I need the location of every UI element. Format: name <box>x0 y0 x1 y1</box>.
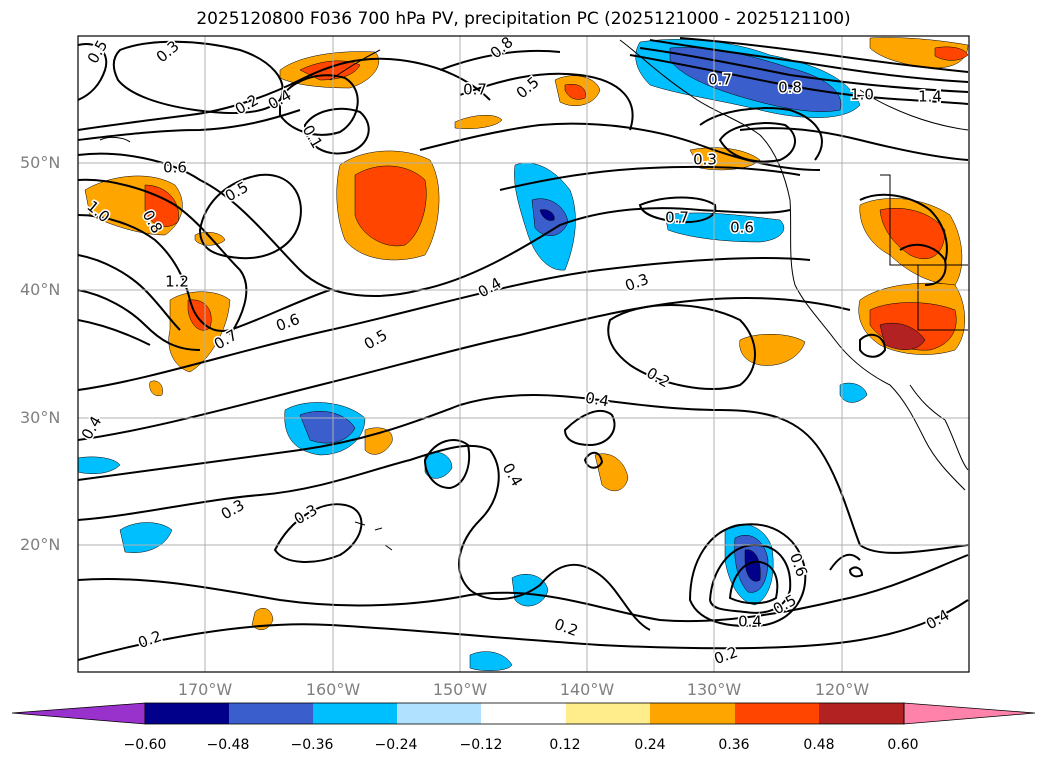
colorbar-tick: 0.48 <box>803 737 835 753</box>
lat-label-30n: 30°N <box>20 408 61 427</box>
colorbar-tick: 0.60 <box>887 737 919 753</box>
colorbar-segment <box>229 703 313 724</box>
gridlines <box>78 36 969 672</box>
contour-label: 1.0 <box>850 86 874 104</box>
precip-positive <box>84 37 969 630</box>
contour-label: 0.7 <box>463 81 487 99</box>
contour-label: 0.4 <box>584 389 611 411</box>
colorbar-segment <box>313 703 397 724</box>
colorbar-tick: 0.12 <box>549 737 581 753</box>
colorbar-tick: 0.24 <box>634 737 666 753</box>
lon-label-170w: 170°W <box>177 680 233 699</box>
colorbar-segment <box>650 703 735 724</box>
lon-label-120w: 120°W <box>814 680 870 699</box>
colorbar-extend-low <box>11 702 146 725</box>
coastline <box>99 39 969 551</box>
contour-label: 0.8 <box>778 79 802 97</box>
contour-label: 0.6 <box>163 159 187 177</box>
map-frame <box>77 35 970 673</box>
colorbar-extend-high <box>903 702 1036 725</box>
colorbar-tick: −0.60 <box>123 737 167 753</box>
colorbar-segment <box>397 703 481 724</box>
colorbar-tick: −0.48 <box>206 737 250 753</box>
lon-label-130w: 130°W <box>686 680 742 699</box>
pv-contours <box>78 37 969 661</box>
colorbar <box>11 702 1036 725</box>
colorbar-segment <box>735 703 819 724</box>
colorbar-segment <box>819 703 904 724</box>
lon-label-140w: 140°W <box>559 680 615 699</box>
colorbar-segment <box>566 703 650 724</box>
lat-label-20n: 20°N <box>20 535 61 554</box>
colorbar-segment <box>145 703 229 724</box>
colorbar-tick: −0.12 <box>459 737 503 753</box>
contour-label: 0.6 <box>730 219 754 237</box>
contour-label: 0.3 <box>693 151 717 169</box>
lon-label-160w: 160°W <box>305 680 361 699</box>
lat-label-40n: 40°N <box>20 280 61 299</box>
colorbar-frame <box>144 702 905 725</box>
colorbar-tick: −0.36 <box>290 737 334 753</box>
contour-label: 0.7 <box>665 209 689 227</box>
lon-label-150w: 150°W <box>432 680 488 699</box>
colorbar-tick: −0.24 <box>374 737 418 753</box>
contour-label: 0.4 <box>738 613 762 631</box>
colorbar-segment <box>481 703 566 724</box>
colorbar-tick: 0.36 <box>718 737 750 753</box>
contour-label: 1.4 <box>918 88 942 106</box>
contour-label: 0.7 <box>708 71 732 89</box>
contour-label: 1.2 <box>165 273 189 291</box>
map-panel: 0.5 0.30.2 0.40.80.7 0.5 0.7 0.8 1.0 1.40.60.50… <box>77 35 970 673</box>
lat-label-50n: 50°N <box>20 153 61 172</box>
chart-title: 2025120800 F036 700 hPa PV, precipitatio… <box>196 9 851 29</box>
